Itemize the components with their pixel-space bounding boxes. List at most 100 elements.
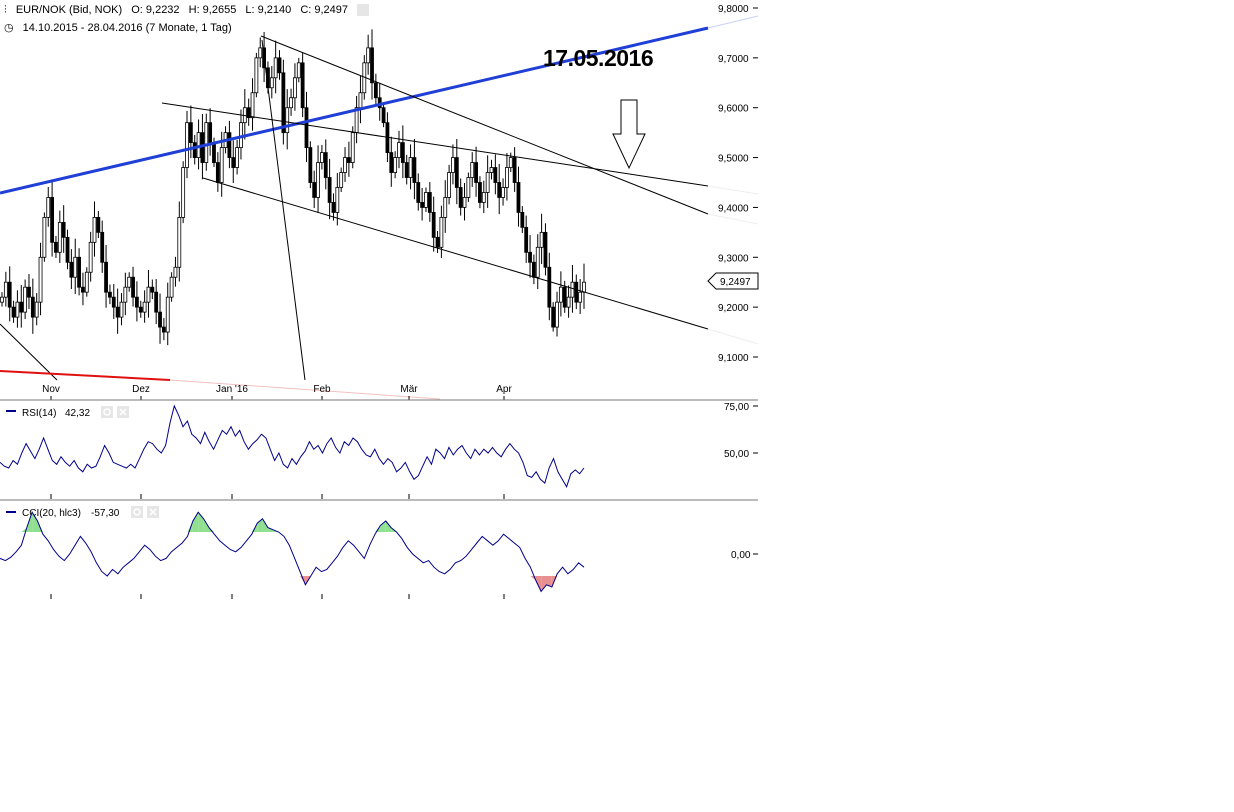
- header-settings-icon[interactable]: [357, 4, 370, 17]
- candle-body: [582, 281, 586, 293]
- target-date-annotation: 17.05.2016: [543, 45, 654, 71]
- price-tick-label: 9,3000: [718, 253, 749, 264]
- candle-body: [115, 306, 120, 318]
- candle-body: [285, 107, 290, 134]
- cci-overbought-fill: [37, 521, 43, 532]
- candle-body: [81, 286, 85, 293]
- candle-body: [458, 187, 463, 208]
- candle-body: [212, 142, 216, 163]
- cci-value: -57,30: [91, 508, 120, 519]
- cci-overbought-fill: [385, 521, 392, 532]
- candle-body: [111, 296, 116, 308]
- rsi-legend-swatch: [6, 410, 16, 412]
- rsi-settings-icon[interactable]: [101, 406, 113, 418]
- candle-body: [454, 157, 459, 188]
- candle-body: [30, 296, 35, 318]
- candle-body: [119, 301, 124, 318]
- candle-body: [3, 281, 8, 298]
- candle-body: [512, 157, 517, 183]
- candle-body: [100, 231, 105, 263]
- candle-body: [258, 47, 263, 59]
- candle-body: [427, 192, 432, 213]
- candle-body: [138, 306, 143, 313]
- candle-body: [57, 221, 62, 253]
- rsi-title: RSI(14): [22, 408, 56, 419]
- trendline-upper-channel-extension: [707, 213, 759, 225]
- candle-body: [161, 326, 166, 333]
- candle-body: [46, 197, 51, 218]
- candle-body: [346, 157, 351, 163]
- candle-body: [528, 251, 532, 263]
- candle-body: [578, 291, 583, 303]
- candle-body: [558, 286, 563, 303]
- candle-body: [192, 142, 197, 158]
- candle-body: [165, 296, 170, 333]
- trendline-resistance: [161, 102, 709, 187]
- candle-body: [169, 276, 174, 298]
- candle-body: [497, 182, 502, 198]
- trendline-resistance-extension: [707, 185, 759, 195]
- time-tick-label: Dez: [132, 384, 150, 395]
- candle-body: [408, 157, 413, 178]
- candle-body: [204, 122, 209, 163]
- time-tick-label: Nov: [42, 384, 60, 395]
- candle-body: [424, 192, 428, 208]
- candle-body: [177, 216, 182, 268]
- last-price-label: 9,2497: [720, 277, 751, 288]
- candle-body: [188, 122, 193, 144]
- candle-body: [281, 72, 286, 134]
- chart-type-icon[interactable]: ⫶: [4, 4, 7, 16]
- candle-body: [38, 256, 43, 303]
- cci-legend-swatch: [6, 511, 16, 513]
- candle-body: [293, 77, 297, 99]
- price-tick-label: 9,7000: [718, 54, 749, 65]
- price-tick-label: 9,5000: [718, 154, 749, 165]
- price-tick-label: 9,4000: [718, 203, 749, 214]
- candle-body: [535, 246, 540, 278]
- candle-body: [92, 216, 97, 243]
- candle-body: [300, 62, 305, 109]
- date-range: 14.10.2015 - 28.04.2016 (7 Monate, 1 Tag…: [22, 22, 232, 34]
- rsi-line: [0, 404, 585, 489]
- cci-settings-icon[interactable]: [131, 506, 143, 518]
- candle-body: [320, 152, 324, 163]
- candle-body: [420, 202, 425, 208]
- candle-body: [416, 182, 421, 203]
- candle-body: [108, 291, 112, 298]
- candle-body: [208, 122, 213, 144]
- candle-body: [23, 286, 28, 313]
- cci-overbought-fill: [267, 527, 274, 532]
- candle-body: [547, 266, 552, 308]
- candle-body: [135, 296, 139, 308]
- candle-body: [551, 306, 556, 328]
- time-tick-label: Apr: [496, 384, 512, 395]
- range-row: ◷ 14.10.2015 - 28.04.2016 (7 Monate, 1 T…: [4, 21, 238, 34]
- candle-body: [254, 57, 259, 94]
- candle-body: [131, 276, 135, 298]
- price-tick-label: 9,6000: [718, 104, 749, 115]
- cci-axis: 0,00: [731, 550, 758, 561]
- candle-body: [412, 157, 417, 183]
- candle-body: [516, 182, 521, 213]
- symbol-label: EUR/NOK (Bid, NOK): [15, 4, 123, 16]
- candle-body: [227, 132, 232, 158]
- price-tick-label: 9,8000: [718, 4, 749, 15]
- cci-title: CCI(20, hlc3): [22, 508, 81, 519]
- rsi-axis: 75,00 50,00: [724, 402, 758, 460]
- cci-overbought-fill: [257, 518, 263, 532]
- candle-body: [493, 167, 498, 183]
- candle-body: [474, 162, 478, 183]
- candle-body: [478, 182, 482, 203]
- candle-body: [61, 221, 66, 238]
- candle-body: [42, 216, 47, 258]
- cci-close-icon[interactable]: [147, 506, 159, 518]
- candle-body: [485, 172, 490, 193]
- candle-body: [397, 142, 401, 158]
- candle-body: [312, 182, 317, 198]
- rsi-close-icon[interactable]: [117, 406, 129, 418]
- candle-body: [470, 162, 475, 178]
- candle-body: [0, 296, 4, 303]
- candle-body: [84, 271, 89, 293]
- candle-body: [331, 202, 336, 213]
